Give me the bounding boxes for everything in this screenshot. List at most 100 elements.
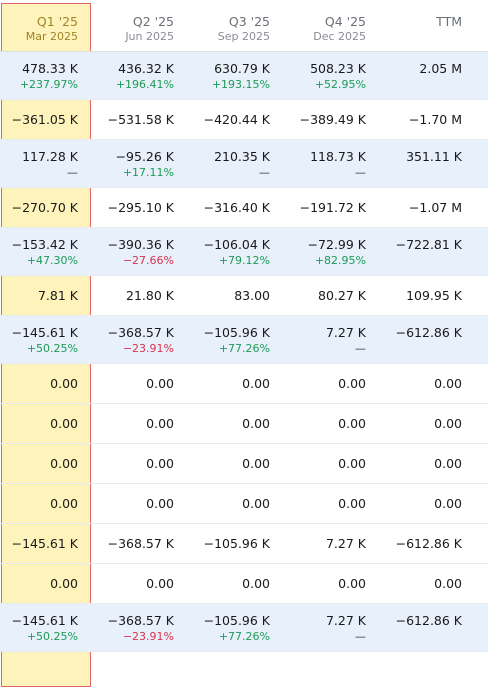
header-q2[interactable]: Q2 '25 Jun 2025 [92, 0, 188, 51]
table-body: 478.33 K +237.97% 436.32 K +196.41% 630.79 K… [0, 52, 488, 652]
table-cell: 7.27 K [284, 524, 380, 563]
table-cell: −191.72 K [284, 188, 380, 227]
cell-value: −105.96 K [203, 536, 270, 551]
table-cell: −72.99 K +82.95% [284, 228, 380, 275]
cell-value: 0.00 [338, 416, 366, 431]
cell-change: +52.95% [314, 77, 366, 91]
table-row[interactable]: −361.05 K −531.58 K −420.44 K −389.49 K −1.7… [0, 100, 488, 140]
cell-value: 0.00 [434, 576, 462, 591]
table-cell: 83.00 [188, 276, 284, 315]
table-row[interactable]: 478.33 K +237.97% 436.32 K +196.41% 630.79 K… [0, 52, 488, 100]
table-cell: 0.00 [380, 484, 488, 523]
cell-value: 117.28 K [22, 148, 78, 164]
cell-value: 0.00 [242, 416, 270, 431]
cell-value: −612.86 K [395, 324, 462, 340]
table-cell: −95.26 K +17.11% [92, 140, 188, 187]
cell-value: −105.96 K [203, 612, 270, 628]
cell-change-empty [459, 629, 463, 644]
table-row[interactable]: 0.00 0.00 0.00 0.00 0.00 [0, 404, 488, 444]
table-cell: 0.00 [284, 484, 380, 523]
table-cell: 0.00 [284, 364, 380, 403]
table-cell: 0.00 [284, 404, 380, 443]
cell-value: 7.27 K [325, 536, 366, 551]
cell-value: 630.79 K [214, 60, 270, 76]
table-cell: −390.36 K −27.66% [92, 228, 188, 275]
cell-value: −270.70 K [11, 200, 78, 215]
cell-change: +77.26% [218, 629, 270, 643]
header-period: Q2 '25 [132, 14, 174, 29]
table-cell: 0.00 [0, 564, 92, 603]
cell-value: 0.00 [242, 496, 270, 511]
table-row[interactable]: −145.61 K −368.57 K −105.96 K 7.27 K −612.86… [0, 524, 488, 564]
table-cell: 0.00 [0, 404, 92, 443]
header-ttm[interactable]: TTM [380, 0, 488, 51]
cell-value: 0.00 [146, 416, 174, 431]
table-cell: −145.61 K [0, 524, 92, 563]
cell-value: −420.44 K [203, 112, 270, 127]
cell-change-empty [459, 165, 463, 180]
table-row[interactable]: 7.81 K 21.80 K 83.00 80.27 K 109.95 K [0, 276, 488, 316]
header-q3[interactable]: Q3 '25 Sep 2025 [188, 0, 284, 51]
table-row[interactable]: −270.70 K −295.10 K −316.40 K −191.72 K −1.0… [0, 188, 488, 228]
table-row[interactable]: 0.00 0.00 0.00 0.00 0.00 [0, 564, 488, 604]
header-date: Sep 2025 [217, 30, 270, 43]
header-period: Q1 '25 [36, 14, 78, 29]
table-cell: 210.35 K — [188, 140, 284, 187]
table-row[interactable]: −145.61 K +50.25% −368.57 K −23.91% −105.96 … [0, 604, 488, 652]
cell-value: 21.80 K [126, 288, 174, 303]
cell-value: 83.00 [234, 288, 270, 303]
table-cell: 508.23 K +52.95% [284, 52, 380, 99]
table-cell: −368.57 K −23.91% [92, 604, 188, 651]
table-row[interactable]: −145.61 K +50.25% −368.57 K −23.91% −105.96 … [0, 316, 488, 364]
table-cell: 0.00 [284, 564, 380, 603]
table-cell: −531.58 K [92, 100, 188, 139]
cell-value: −531.58 K [107, 112, 174, 127]
table-cell: −105.96 K +77.26% [188, 604, 284, 651]
table-row[interactable]: −153.42 K +47.30% −390.36 K −27.66% −106.04 … [0, 228, 488, 276]
table-cell: −368.57 K [92, 524, 188, 563]
table-cell: 0.00 [92, 444, 188, 483]
table-cell: 2.05 M [380, 52, 488, 99]
cell-value: −145.61 K [11, 536, 78, 551]
table-row[interactable]: 0.00 0.00 0.00 0.00 0.00 [0, 484, 488, 524]
table-cell: −1.07 M [380, 188, 488, 227]
cell-value: 0.00 [146, 376, 174, 391]
header-q4[interactable]: Q4 '25 Dec 2025 [284, 0, 380, 51]
cell-change: — [259, 165, 270, 179]
cell-value: −316.40 K [203, 200, 270, 215]
cell-value: 508.23 K [310, 60, 366, 76]
table-row[interactable]: 117.28 K — −95.26 K +17.11% 210.35 K —118.73 … [0, 140, 488, 188]
cell-value: 0.00 [50, 376, 78, 391]
table-cell: 436.32 K +196.41% [92, 52, 188, 99]
table-cell: 0.00 [188, 404, 284, 443]
cell-value: −612.86 K [395, 536, 462, 551]
cell-value: 0.00 [338, 576, 366, 591]
cell-value: −368.57 K [107, 536, 174, 551]
table-cell: 630.79 K +193.15% [188, 52, 284, 99]
table-cell: −153.42 K +47.30% [0, 228, 92, 275]
cell-change-empty [459, 253, 463, 268]
cell-value: −368.57 K [107, 612, 174, 628]
table-cell: −612.86 K [380, 316, 488, 363]
cell-value: −612.86 K [395, 612, 462, 628]
table-row[interactable]: 0.00 0.00 0.00 0.00 0.00 [0, 444, 488, 484]
table-cell: 117.28 K — [0, 140, 92, 187]
cell-change: +47.30% [26, 253, 78, 267]
cell-value: −722.81 K [395, 236, 462, 252]
cell-value: 0.00 [338, 376, 366, 391]
table-cell: 7.27 K — [284, 316, 380, 363]
cell-value: 0.00 [434, 456, 462, 471]
table-row[interactable]: 0.00 0.00 0.00 0.00 0.00 [0, 364, 488, 404]
cell-value: 0.00 [242, 456, 270, 471]
cell-value: −1.70 M [408, 112, 462, 127]
cell-value: 109.95 K [406, 288, 462, 303]
cell-value: −295.10 K [107, 200, 174, 215]
cell-value: −1.07 M [408, 200, 462, 215]
header-period: Q3 '25 [228, 14, 270, 29]
cell-change: +50.25% [26, 341, 78, 355]
cell-value: 0.00 [338, 496, 366, 511]
header-period: Q4 '25 [324, 14, 366, 29]
table-cell: −295.10 K [92, 188, 188, 227]
table-cell: −316.40 K [188, 188, 284, 227]
header-q1[interactable]: Q1 '25 Mar 2025 [0, 0, 92, 51]
